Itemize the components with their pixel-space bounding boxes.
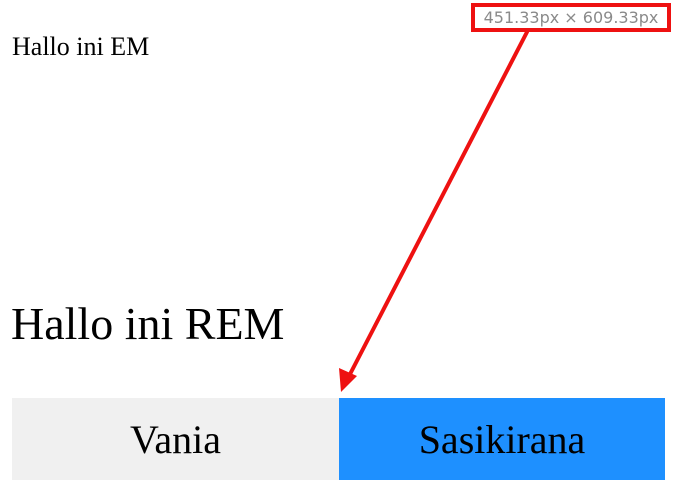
dimension-tooltip: 451.33px × 609.33px [471, 3, 671, 32]
button-row: Vania Sasikirana [12, 398, 665, 480]
arrow-head [339, 368, 357, 392]
sasikirana-button[interactable]: Sasikirana [339, 398, 665, 480]
arrow-shaft [345, 30, 529, 382]
em-heading: Hallo ini EM [12, 32, 150, 61]
vania-button[interactable]: Vania [12, 398, 339, 480]
rem-heading: Hallo ini REM [11, 298, 285, 349]
